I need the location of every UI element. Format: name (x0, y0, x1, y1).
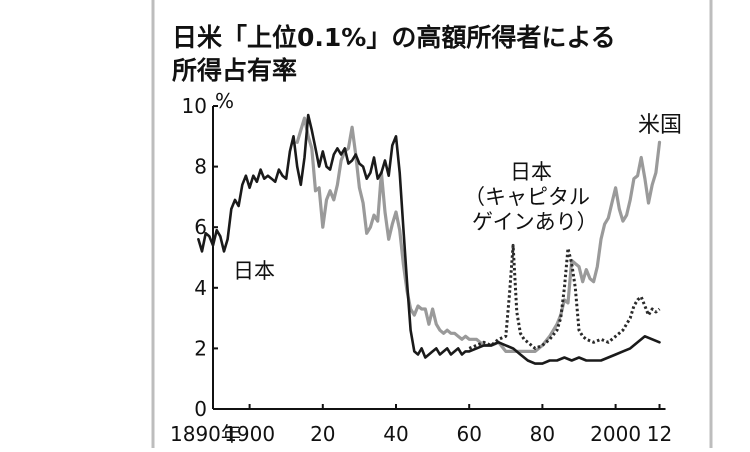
annotation-japan-cg-line3: ゲインあり） (472, 210, 598, 234)
series-lines (197, 113, 662, 365)
y-tick-label: 0 (194, 397, 207, 421)
annotation-japan-cg-line1: 日本 (510, 160, 552, 184)
y-ticks: 0 2 4 6 8 10 (182, 94, 218, 421)
y-tick-label: 2 (194, 336, 207, 360)
x-tick-label: 80 (530, 422, 555, 446)
annotation-japan-cg-line2: （キャピタル (464, 185, 590, 209)
chart-title-line2: 所得占有率 (172, 56, 297, 85)
y-tick-label: 8 (194, 155, 207, 179)
x-tick-label: 40 (383, 422, 408, 446)
x-tick-label: 2000 (590, 422, 641, 446)
y-tick-label: 4 (194, 276, 207, 300)
x-tick-label: 1900 (224, 422, 275, 446)
axes (212, 106, 666, 410)
annotation-japan: 日本 (233, 259, 275, 283)
x-tick-label: 12 (647, 422, 672, 446)
x-tick-label: 1890年 (170, 422, 241, 446)
chart-title-line1: 日米「上位0.1%」の高額所得者による (172, 23, 616, 52)
series-line-japan_cg (468, 243, 661, 350)
annotation-us: 米国 (638, 113, 682, 138)
y-tick-label: 10 (182, 94, 207, 118)
y-axis-unit: % (215, 89, 234, 113)
series-line-japan (197, 113, 661, 365)
x-tick-label: 60 (456, 422, 481, 446)
x-tick-label: 20 (310, 422, 335, 446)
series-line-us (295, 116, 662, 353)
y-tick-label: 6 (194, 215, 207, 239)
